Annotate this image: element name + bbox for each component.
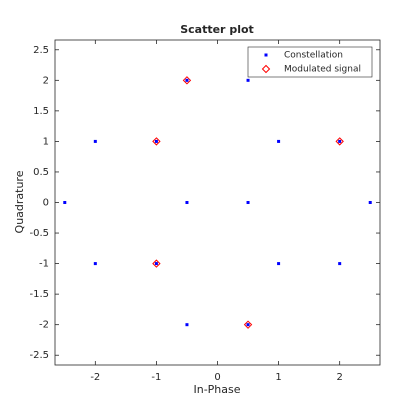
data-point (277, 139, 281, 143)
x-tick-label: -1 (151, 372, 161, 383)
y-tick-label: 2.5 (33, 45, 49, 56)
data-point (93, 139, 97, 143)
y-tick-label: 2 (43, 75, 49, 86)
plot-area (54, 39, 381, 366)
chart-title: Scatter plot (180, 23, 254, 36)
legend-marker (264, 53, 268, 57)
x-tick-label: 0 (214, 372, 220, 383)
data-point (182, 76, 192, 85)
data-point (185, 201, 189, 204)
y-axis-label: Quadrature (13, 170, 26, 233)
y-tick-label: -1 (39, 259, 49, 270)
data-point (63, 201, 67, 204)
data-point (338, 139, 342, 143)
data-point (154, 262, 158, 266)
legend-box (247, 46, 373, 78)
y-tick-label: 0.5 (33, 167, 49, 178)
y-tick-label: 1.5 (33, 106, 49, 117)
data-point (277, 262, 281, 266)
data-point (338, 262, 342, 266)
y-tick-label: 1 (43, 136, 49, 147)
data-point (246, 201, 250, 204)
x-axis-label: In-Phase (193, 383, 240, 396)
y-tick-label: -0.5 (29, 228, 49, 239)
data-point (152, 259, 161, 268)
y-tick-label: -1.5 (29, 289, 49, 300)
x-tick-label: -2 (90, 372, 100, 383)
x-tick-label: 1 (275, 372, 281, 383)
y-tick-label: -2.5 (29, 350, 49, 361)
data-point (246, 78, 250, 82)
y-tick-label: -2 (39, 320, 49, 331)
legend-marker (261, 64, 271, 74)
data-point (154, 139, 158, 143)
data-point (93, 262, 97, 266)
legend-label: Modulated signal (284, 65, 361, 75)
y-tick-label: 0 (43, 198, 49, 209)
data-point (185, 323, 189, 327)
data-point (185, 78, 189, 82)
data-point (152, 137, 161, 146)
data-point (246, 323, 250, 327)
x-tick-label: 2 (336, 372, 342, 383)
data-point (368, 201, 372, 204)
data-point (335, 137, 344, 146)
legend-label: Constellation (284, 51, 343, 61)
data-point (243, 320, 253, 329)
